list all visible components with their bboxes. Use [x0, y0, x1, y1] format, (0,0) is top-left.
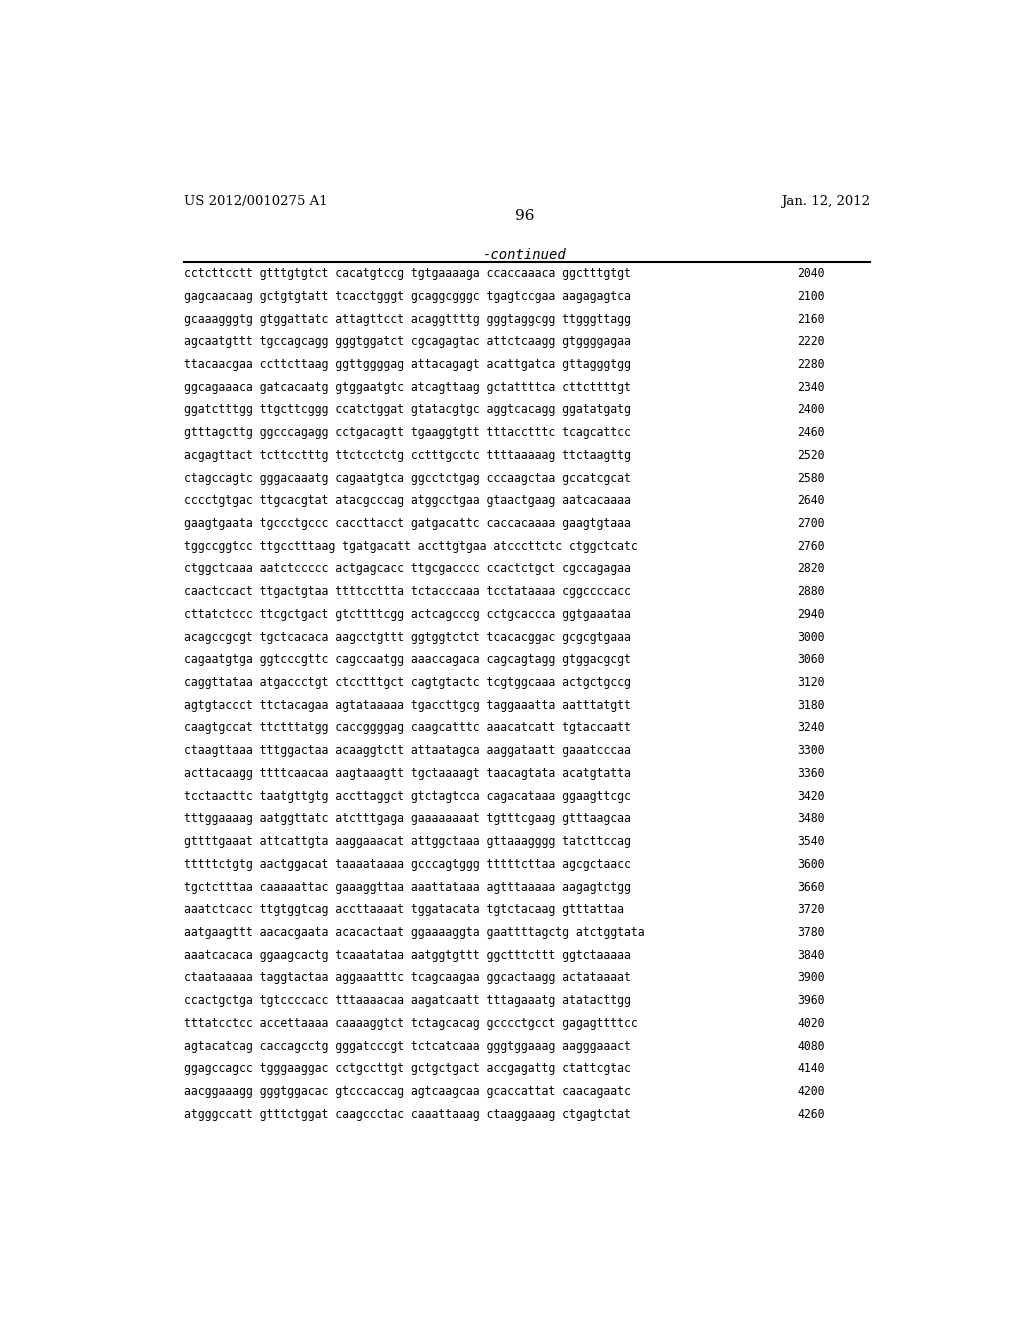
Text: ggagccagcc tgggaaggac cctgccttgt gctgctgact accgagattg ctattcgtac: ggagccagcc tgggaaggac cctgccttgt gctgctg… [183, 1063, 631, 1076]
Text: acttacaagg ttttcaacaa aagtaaagtt tgctaaaagt taacagtata acatgtatta: acttacaagg ttttcaacaa aagtaaagtt tgctaaa… [183, 767, 631, 780]
Text: Jan. 12, 2012: Jan. 12, 2012 [781, 195, 870, 209]
Text: aatgaagttt aacacgaata acacactaat ggaaaaggta gaattttagctg atctggtata: aatgaagttt aacacgaata acacactaat ggaaaag… [183, 925, 644, 939]
Text: US 2012/0010275 A1: US 2012/0010275 A1 [183, 195, 328, 209]
Text: 3540: 3540 [798, 836, 824, 847]
Text: tttatcctcc accettaaaa caaaaggtct tctagcacag gcccctgcct gagagttttcc: tttatcctcc accettaaaa caaaaggtct tctagca… [183, 1016, 637, 1030]
Text: 2880: 2880 [798, 585, 824, 598]
Text: 2040: 2040 [798, 267, 824, 280]
Text: 3840: 3840 [798, 949, 824, 962]
Text: 2400: 2400 [798, 404, 824, 416]
Text: cagaatgtga ggtcccgttc cagccaatgg aaaccagaca cagcagtagg gtggacgcgt: cagaatgtga ggtcccgttc cagccaatgg aaaccag… [183, 653, 631, 667]
Text: tggccggtcc ttgcctttaag tgatgacatt accttgtgaa atcccttctc ctggctcatc: tggccggtcc ttgcctttaag tgatgacatt accttg… [183, 540, 637, 553]
Text: 3420: 3420 [798, 789, 824, 803]
Text: 2280: 2280 [798, 358, 824, 371]
Text: 3360: 3360 [798, 767, 824, 780]
Text: 3660: 3660 [798, 880, 824, 894]
Text: 3000: 3000 [798, 631, 824, 644]
Text: agtgtaccct ttctacagaa agtataaaaa tgaccttgcg taggaaatta aatttatgtt: agtgtaccct ttctacagaa agtataaaaa tgacctt… [183, 698, 631, 711]
Text: ttacaacgaa ccttcttaag ggttggggag attacagagt acattgatca gttagggtgg: ttacaacgaa ccttcttaag ggttggggag attacag… [183, 358, 631, 371]
Text: aaatctcacc ttgtggtcag accttaaaat tggatacata tgtctacaag gtttattaa: aaatctcacc ttgtggtcag accttaaaat tggatac… [183, 903, 624, 916]
Text: 4020: 4020 [798, 1016, 824, 1030]
Text: 2100: 2100 [798, 290, 824, 302]
Text: cccctgtgac ttgcacgtat atacgcccag atggcctgaa gtaactgaag aatcacaaaa: cccctgtgac ttgcacgtat atacgcccag atggcct… [183, 494, 631, 507]
Text: aaatcacaca ggaagcactg tcaaatataa aatggtgttt ggctttcttt ggtctaaaaa: aaatcacaca ggaagcactg tcaaatataa aatggtg… [183, 949, 631, 962]
Text: acagccgcgt tgctcacaca aagcctgttt ggtggtctct tcacacggac gcgcgtgaaa: acagccgcgt tgctcacaca aagcctgttt ggtggtc… [183, 631, 631, 644]
Text: 2580: 2580 [798, 471, 824, 484]
Text: gcaaagggtg gtggattatc attagttcct acaggttttg gggtaggcgg ttgggttagg: gcaaagggtg gtggattatc attagttcct acaggtt… [183, 313, 631, 326]
Text: ctggctcaaa aatctccccc actgagcacc ttgcgacccc ccactctgct cgccagagaa: ctggctcaaa aatctccccc actgagcacc ttgcgac… [183, 562, 631, 576]
Text: 2520: 2520 [798, 449, 824, 462]
Text: 3120: 3120 [798, 676, 824, 689]
Text: aacggaaagg gggtggacac gtcccaccag agtcaagcaa gcaccattat caacagaatc: aacggaaagg gggtggacac gtcccaccag agtcaag… [183, 1085, 631, 1098]
Text: 2820: 2820 [798, 562, 824, 576]
Text: 3300: 3300 [798, 744, 824, 758]
Text: 3240: 3240 [798, 722, 824, 734]
Text: ctagccagtc gggacaaatg cagaatgtca ggcctctgag cccaagctaa gccatcgcat: ctagccagtc gggacaaatg cagaatgtca ggcctct… [183, 471, 631, 484]
Text: -continued: -continued [483, 248, 566, 261]
Text: gaagtgaata tgccctgccc caccttacct gatgacattc caccacaaaa gaagtgtaaa: gaagtgaata tgccctgccc caccttacct gatgaca… [183, 517, 631, 531]
Text: 3480: 3480 [798, 812, 824, 825]
Text: 3180: 3180 [798, 698, 824, 711]
Text: 3060: 3060 [798, 653, 824, 667]
Text: ggatctttgg ttgcttcggg ccatctggat gtatacgtgc aggtcacagg ggatatgatg: ggatctttgg ttgcttcggg ccatctggat gtatacg… [183, 404, 631, 416]
Text: caagtgccat ttctttatgg caccggggag caagcatttc aaacatcatt tgtaccaatt: caagtgccat ttctttatgg caccggggag caagcat… [183, 722, 631, 734]
Text: atgggccatt gtttctggat caagccctac caaattaaag ctaaggaaag ctgagtctat: atgggccatt gtttctggat caagccctac caaatta… [183, 1107, 631, 1121]
Text: 3600: 3600 [798, 858, 824, 871]
Text: cctcttcctt gtttgtgtct cacatgtccg tgtgaaaaga ccaccaaaca ggctttgtgt: cctcttcctt gtttgtgtct cacatgtccg tgtgaaa… [183, 267, 631, 280]
Text: 96: 96 [515, 210, 535, 223]
Text: 2940: 2940 [798, 609, 824, 620]
Text: agcaatgttt tgccagcagg gggtggatct cgcagagtac attctcaagg gtggggagaa: agcaatgttt tgccagcagg gggtggatct cgcagag… [183, 335, 631, 348]
Text: gtttagcttg ggcccagagg cctgacagtt tgaaggtgtt tttacctttc tcagcattcc: gtttagcttg ggcccagagg cctgacagtt tgaaggt… [183, 426, 631, 440]
Text: ctaagttaaa tttggactaa acaaggtctt attaatagca aaggataatt gaaatcccaa: ctaagttaaa tttggactaa acaaggtctt attaata… [183, 744, 631, 758]
Text: 4200: 4200 [798, 1085, 824, 1098]
Text: tttggaaaag aatggttatc atctttgaga gaaaaaaaat tgtttcgaag gtttaagcaa: tttggaaaag aatggttatc atctttgaga gaaaaaa… [183, 812, 631, 825]
Text: 4260: 4260 [798, 1107, 824, 1121]
Text: 2640: 2640 [798, 494, 824, 507]
Text: 4080: 4080 [798, 1040, 824, 1052]
Text: tcctaacttc taatgttgtg accttaggct gtctagtcca cagacataaa ggaagttcgc: tcctaacttc taatgttgtg accttaggct gtctagt… [183, 789, 631, 803]
Text: 2760: 2760 [798, 540, 824, 553]
Text: cttatctccc ttcgctgact gtcttttcgg actcagcccg cctgcaccca ggtgaaataa: cttatctccc ttcgctgact gtcttttcgg actcagc… [183, 609, 631, 620]
Text: tttttctgtg aactggacat taaaataaaa gcccagtggg tttttcttaa agcgctaacc: tttttctgtg aactggacat taaaataaaa gcccagt… [183, 858, 631, 871]
Text: gagcaacaag gctgtgtatt tcacctgggt gcaggcgggc tgagtccgaa aagagagtca: gagcaacaag gctgtgtatt tcacctgggt gcaggcg… [183, 290, 631, 302]
Text: 2700: 2700 [798, 517, 824, 531]
Text: 3780: 3780 [798, 925, 824, 939]
Text: gttttgaaat attcattgta aaggaaacat attggctaaa gttaaagggg tatcttccag: gttttgaaat attcattgta aaggaaacat attggct… [183, 836, 631, 847]
Text: 3720: 3720 [798, 903, 824, 916]
Text: caactccact ttgactgtaa ttttccttta tctacccaaa tcctataaaa cggccccacc: caactccact ttgactgtaa ttttccttta tctaccc… [183, 585, 631, 598]
Text: 3960: 3960 [798, 994, 824, 1007]
Text: caggttataa atgaccctgt ctcctttgct cagtgtactc tcgtggcaaa actgctgccg: caggttataa atgaccctgt ctcctttgct cagtgta… [183, 676, 631, 689]
Text: 2460: 2460 [798, 426, 824, 440]
Text: tgctctttaa caaaaattac gaaaggttaa aaattataaa agtttaaaaa aagagtctgg: tgctctttaa caaaaattac gaaaggttaa aaattat… [183, 880, 631, 894]
Text: ccactgctga tgtccccacc tttaaaacaa aagatcaatt tttagaaatg atatacttgg: ccactgctga tgtccccacc tttaaaacaa aagatca… [183, 994, 631, 1007]
Text: ctaataaaaa taggtactaa aggaaatttc tcagcaagaa ggcactaagg actataaaat: ctaataaaaa taggtactaa aggaaatttc tcagcaa… [183, 972, 631, 985]
Text: acgagttact tcttcctttg ttctcctctg cctttgcctc ttttaaaaag ttctaagttg: acgagttact tcttcctttg ttctcctctg cctttgc… [183, 449, 631, 462]
Text: 2340: 2340 [798, 380, 824, 393]
Text: ggcagaaaca gatcacaatg gtggaatgtc atcagttaag gctattttca cttcttttgt: ggcagaaaca gatcacaatg gtggaatgtc atcagtt… [183, 380, 631, 393]
Text: 3900: 3900 [798, 972, 824, 985]
Text: 4140: 4140 [798, 1063, 824, 1076]
Text: agtacatcag caccagcctg gggatcccgt tctcatcaaa gggtggaaag aagggaaact: agtacatcag caccagcctg gggatcccgt tctcatc… [183, 1040, 631, 1052]
Text: 2220: 2220 [798, 335, 824, 348]
Text: 2160: 2160 [798, 313, 824, 326]
